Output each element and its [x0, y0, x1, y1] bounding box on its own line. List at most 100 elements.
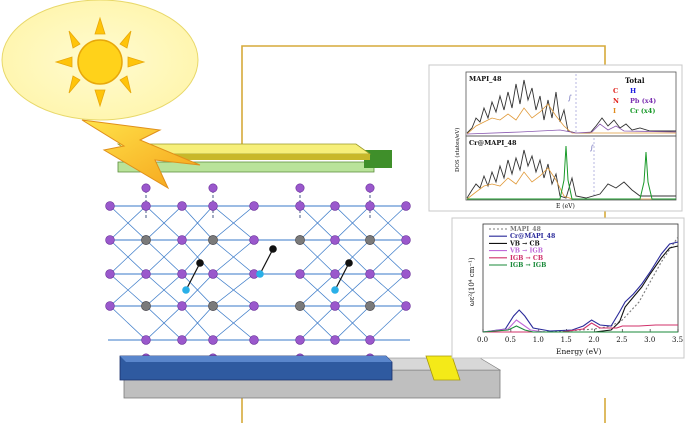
iodine-atom: [330, 201, 340, 211]
legend-label: VB → IGB: [509, 248, 543, 255]
carbon-atom: [269, 245, 277, 253]
dos-top-label: MAPI_48: [469, 75, 502, 83]
x-tick-label: 1.5: [561, 336, 572, 344]
nitrogen-atom: [256, 270, 264, 278]
iodine-atom: [177, 335, 187, 345]
dos-xlabel: E (eV): [556, 203, 575, 210]
iodine-atom: [141, 201, 151, 211]
iodine-atom: [208, 269, 218, 279]
iodine-atom: [141, 269, 151, 279]
lead-atom: [295, 301, 305, 311]
fermi-level-label-bottom: ∫: [590, 144, 594, 152]
iodine-atom: [365, 201, 375, 211]
optical-series: [482, 236, 679, 333]
dos-top-total-curve: [466, 79, 676, 134]
optical-xlabel: Energy (eV): [556, 347, 602, 356]
iodine-atom: [177, 301, 187, 311]
lead-atom: [208, 235, 218, 245]
iodine-atom: [295, 269, 305, 279]
iodine-atom: [208, 335, 218, 345]
x-tick-label: 0.0: [477, 336, 488, 344]
x-tick-label: 3.5: [672, 336, 683, 344]
iodine-atom: [208, 183, 218, 193]
iodine-atom: [249, 335, 259, 345]
dos-legend-item: Cr (x4): [630, 107, 655, 115]
iodine-atom: [249, 201, 259, 211]
iodine-atom: [141, 335, 151, 345]
iodine-atom: [105, 201, 115, 211]
iodine-atom: [401, 301, 411, 311]
dos-legend: C H N Pb (x4) I Cr (x4): [613, 87, 656, 115]
iodine-atom: [330, 269, 340, 279]
x-tick-label: 2.5: [616, 336, 627, 344]
series-line: [482, 325, 678, 333]
dos-legend-item: I: [613, 107, 616, 115]
lead-atom: [141, 301, 151, 311]
nitrogen-atom: [182, 286, 190, 294]
lightning-bolt-icon: [81, 119, 201, 190]
fermi-level-label-top: ∫: [568, 94, 572, 102]
iodine-atom: [295, 335, 305, 345]
legend-label: IGB → CB: [510, 255, 543, 262]
iodine-atom: [365, 269, 375, 279]
iodine-atom: [401, 201, 411, 211]
lead-atom: [365, 301, 375, 311]
dos-ylabel: DOS (states/eV): [454, 128, 461, 172]
iodine-atom: [141, 183, 151, 193]
lead-atom: [208, 301, 218, 311]
optical-panel: ωε²(10⁴ cm⁻¹) Energy (eV) 0.0 0.5 1.0 1.5 2.…: [451, 217, 685, 359]
iodine-atom: [401, 235, 411, 245]
iodine-atom: [330, 335, 340, 345]
iodine-atom: [295, 201, 305, 211]
dos-bottom-label: Cr@MAPI_48: [469, 139, 517, 147]
x-tick-label: 2.0: [588, 336, 599, 344]
carbon-atom: [196, 259, 204, 267]
x-tick-label: 0.5: [505, 336, 516, 344]
carbon-atom: [345, 259, 353, 267]
dos-legend-item: C: [613, 87, 618, 95]
sun-icon: [54, 16, 146, 108]
optical-ylabel: ωε²(10⁴ cm⁻¹): [468, 257, 476, 306]
iodine-atom: [249, 301, 259, 311]
iodine-atom: [330, 235, 340, 245]
lead-atom: [295, 235, 305, 245]
iodine-atom: [295, 183, 305, 193]
dos-top-iodine-curve: [466, 103, 676, 135]
iodine-atom: [330, 301, 340, 311]
dos-legend-item: H: [630, 87, 636, 95]
dos-legend-title: Total: [625, 76, 645, 85]
iodine-atom: [105, 235, 115, 245]
circuit-wire: [241, 45, 606, 150]
dos-bottom-cr-curve: [467, 145, 676, 200]
iodine-atom: [177, 201, 187, 211]
iodine-atom: [177, 235, 187, 245]
dos-legend-item: Pb (x4): [630, 97, 656, 105]
iodine-atom: [105, 301, 115, 311]
dos-legend-item: N: [613, 97, 619, 105]
legend-label: Cr@MAPI_48: [510, 233, 555, 240]
iodine-atom: [365, 335, 375, 345]
dos-panel: MAPI_48 Cr@MAPI_48 DOS (states/eV) E (eV…: [428, 64, 683, 212]
dos-bottom-total-curve: [466, 149, 676, 199]
perovskite-lattice: [105, 183, 411, 384]
iodine-atom: [177, 269, 187, 279]
nitrogen-atom: [331, 286, 339, 294]
optical-x-ticks: 0.0 0.5 1.0 1.5 2.0 2.5 3.0 3.5: [477, 329, 683, 344]
lead-atom: [365, 235, 375, 245]
iodine-atom: [249, 235, 259, 245]
series-line: [482, 241, 679, 333]
top-electrode: [116, 143, 392, 173]
x-tick-label: 1.0: [533, 336, 544, 344]
legend-label: MAPI_48: [510, 226, 541, 233]
series-line: [483, 322, 678, 333]
lead-atom: [141, 235, 151, 245]
bottom-electrode: [119, 355, 502, 399]
legend-label: IGB → IGB: [510, 262, 546, 269]
legend-label: VB → CB: [509, 240, 540, 247]
iodine-atom: [208, 201, 218, 211]
dos-top-pb-curve: [466, 123, 677, 135]
x-tick-label: 3.0: [644, 336, 655, 344]
iodine-atom: [105, 269, 115, 279]
